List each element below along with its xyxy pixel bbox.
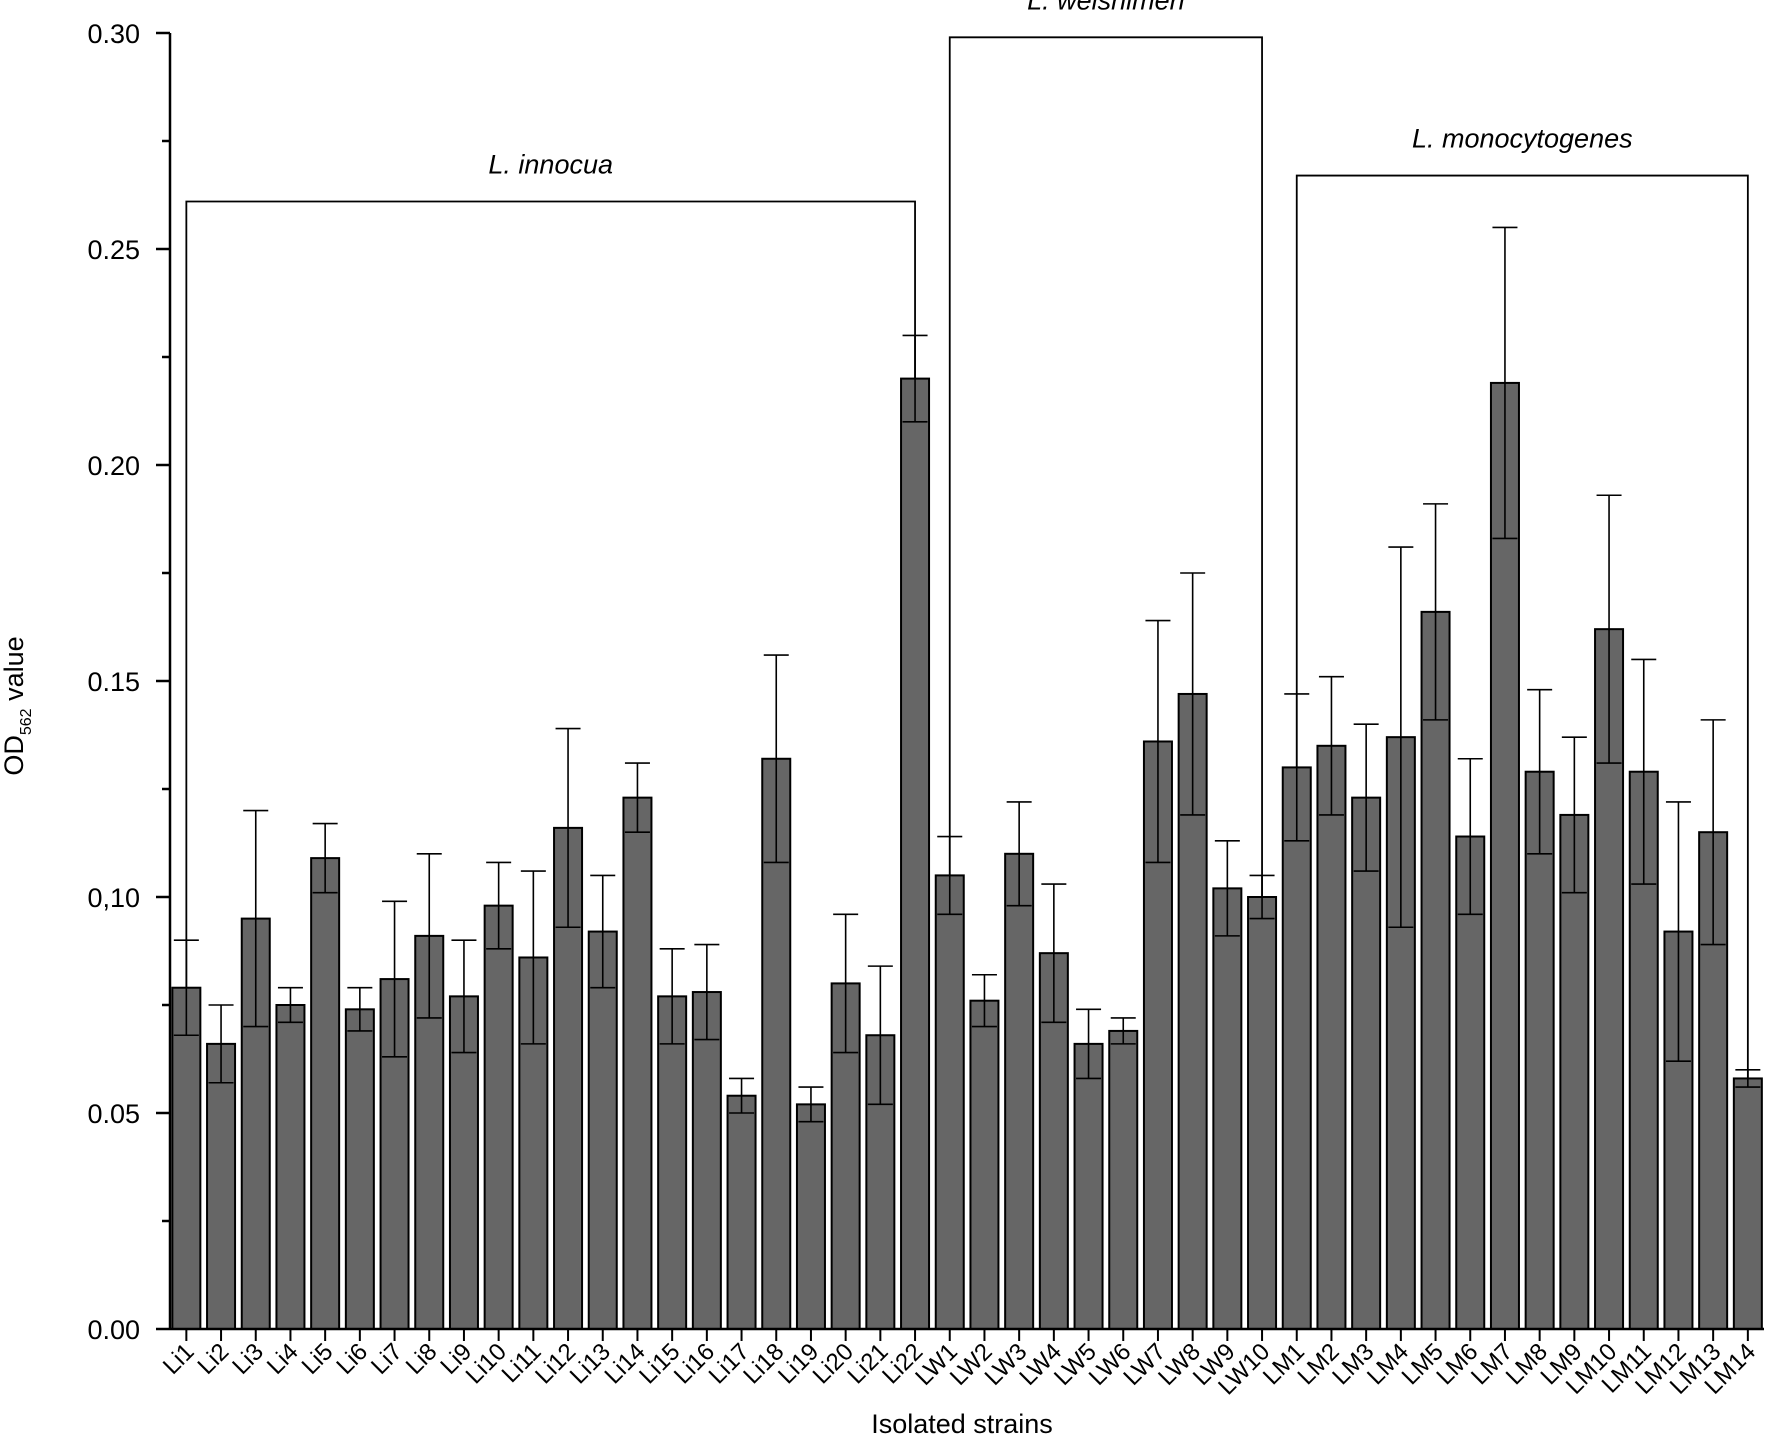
group-label: L. innocua xyxy=(488,149,613,179)
group-bracket: L. innocua xyxy=(185,149,916,988)
error-bar-LW2 xyxy=(971,973,997,1028)
error-bar-Li2 xyxy=(208,1004,234,1084)
error-bar-Li12 xyxy=(555,727,581,929)
error-bar-Li3 xyxy=(243,809,269,1028)
bar-Li5 xyxy=(310,857,341,1330)
bar-Li17 xyxy=(726,1094,757,1330)
error-bar-LM6 xyxy=(1457,757,1483,916)
error-bar-LW3 xyxy=(1006,801,1032,907)
bar-LW1 xyxy=(934,874,965,1331)
y-axis-title: OD562 value xyxy=(0,636,35,775)
error-bar-Li11 xyxy=(520,870,546,1045)
bar-Li2 xyxy=(206,1042,237,1330)
group-bracket-line xyxy=(185,200,916,988)
bar-LM3 xyxy=(1351,796,1382,1330)
error-bar-LW8 xyxy=(1180,572,1206,816)
error-bar-LM2 xyxy=(1318,675,1344,816)
error-bar-Li9 xyxy=(451,939,477,1054)
error-bar-Li20 xyxy=(833,913,859,1054)
error-bar-Li6 xyxy=(347,986,373,1032)
error-bars xyxy=(173,226,1761,1123)
y-tick-label: 0.30 xyxy=(87,19,140,49)
y-tick-label: 0.15 xyxy=(87,667,140,697)
bar-LM1 xyxy=(1281,766,1312,1330)
y-tick-label: 0.25 xyxy=(87,235,140,265)
group-bracket: L. welshimeri xyxy=(948,0,1263,897)
error-bar-LM13 xyxy=(1700,719,1726,946)
error-bar-Li17 xyxy=(729,1077,755,1114)
error-bar-Li10 xyxy=(486,861,512,950)
error-bar-Li5 xyxy=(312,822,338,894)
group-bracket-line xyxy=(1295,174,1749,1079)
error-bar-LW6 xyxy=(1110,1017,1136,1045)
bars xyxy=(171,377,1763,1331)
group-bracket: L. monocytogenes xyxy=(1295,124,1749,1079)
bar-Li1 xyxy=(171,986,202,1330)
bar-Li4 xyxy=(275,1004,306,1330)
bar-LW6 xyxy=(1108,1029,1139,1331)
y-axis-title-suffix: value xyxy=(0,636,29,708)
error-bar-LM3 xyxy=(1353,723,1379,872)
bar-Li8 xyxy=(414,934,445,1330)
bar-LM2 xyxy=(1316,744,1347,1330)
bar-LW10 xyxy=(1247,896,1278,1330)
error-bar-Li16 xyxy=(694,943,720,1041)
bar-Li13 xyxy=(587,930,618,1330)
y-axis: 0.00 0.05 0,10 0.15 0.20 0.25 0.30 xyxy=(87,19,172,1345)
error-bar-LW4 xyxy=(1041,883,1067,1024)
error-bar-LM4 xyxy=(1388,546,1414,929)
bar-Li14 xyxy=(622,796,653,1330)
error-bar-LW5 xyxy=(1076,1008,1102,1080)
y-tick-label: 0.20 xyxy=(87,451,140,481)
group-bracket-line xyxy=(948,36,1263,897)
group-brackets: L. innocua L. welshimeri L. monocytogenes xyxy=(185,0,1749,1079)
error-bar-Li14 xyxy=(624,762,650,834)
bar-LW9 xyxy=(1212,887,1243,1330)
error-bar-LM5 xyxy=(1423,503,1449,721)
bar-Li6 xyxy=(344,1008,375,1330)
y-tick-label: 0.00 xyxy=(87,1315,140,1345)
bar-Li10 xyxy=(483,904,514,1330)
error-bar-Li8 xyxy=(416,852,442,1019)
bar-Li15 xyxy=(657,995,688,1330)
bar-LM6 xyxy=(1455,835,1486,1331)
error-bar-LM9 xyxy=(1561,736,1587,894)
error-bar-LM12 xyxy=(1665,801,1691,1062)
bar-LW2 xyxy=(969,999,1000,1330)
error-bar-LW9 xyxy=(1214,840,1240,937)
bar-Li19 xyxy=(795,1103,826,1330)
bar-LM7 xyxy=(1489,381,1520,1331)
error-bar-LM8 xyxy=(1527,688,1553,855)
error-bar-Li15 xyxy=(659,948,685,1045)
error-bar-LM10 xyxy=(1596,494,1622,764)
bar-Li16 xyxy=(691,991,722,1330)
error-bar-Li19 xyxy=(798,1086,824,1123)
error-bar-LW7 xyxy=(1145,619,1171,864)
bar-Li22 xyxy=(900,377,931,1331)
error-bar-Li18 xyxy=(763,654,789,864)
error-bar-Li7 xyxy=(382,900,408,1058)
y-axis-title-main: OD xyxy=(0,735,29,776)
group-label: L. welshimeri xyxy=(1027,0,1186,15)
error-bar-Li4 xyxy=(277,986,303,1024)
error-bar-Li21 xyxy=(867,965,893,1106)
bar-LW5 xyxy=(1073,1042,1104,1330)
y-tick-label: 0.05 xyxy=(87,1099,140,1129)
y-axis-title-subscript: 562 xyxy=(18,708,35,735)
group-label: L. monocytogenes xyxy=(1412,124,1633,154)
bar-LM14 xyxy=(1732,1077,1763,1330)
bar-LW3 xyxy=(1004,852,1035,1330)
x-axis-title: Isolated strains xyxy=(871,1409,1053,1439)
error-bar-LM11 xyxy=(1631,658,1657,885)
bar-LM8 xyxy=(1524,770,1555,1330)
error-bar-LM7 xyxy=(1492,226,1518,540)
y-tick-label: 0,10 xyxy=(87,883,140,913)
error-bar-Li13 xyxy=(590,874,616,989)
x-axis: Li1Li2Li3Li4Li5Li6Li7Li8Li9Li10Li11Li12L… xyxy=(158,1327,1764,1400)
